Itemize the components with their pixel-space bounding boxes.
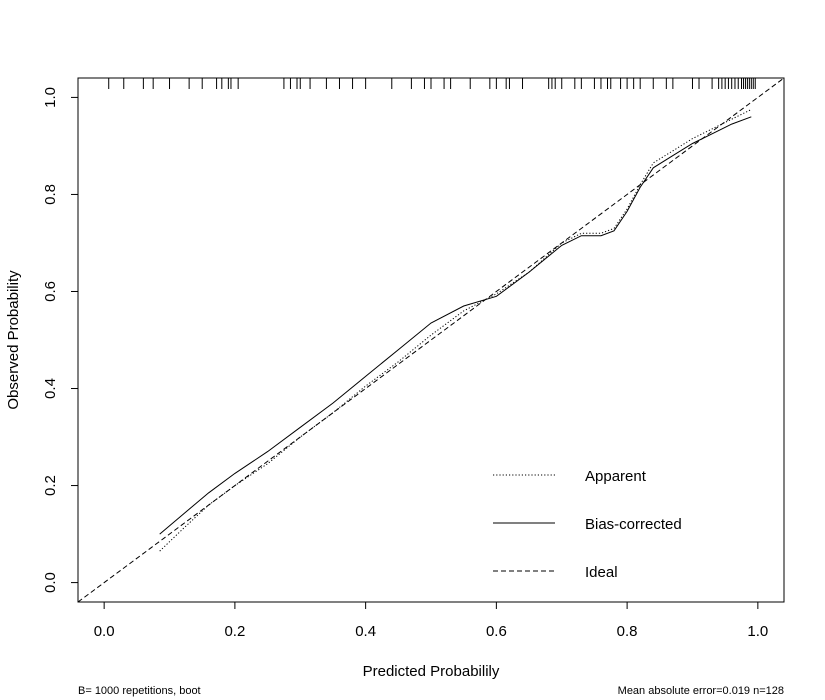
- y-tick-label: 0.4: [42, 378, 59, 399]
- rug-ticks: [108, 78, 756, 89]
- x-axis: 0.0 0.2 0.4 0.6 0.8 1.0: [94, 602, 768, 640]
- footer-right: Mean absolute error=0.019 n=128: [618, 685, 784, 697]
- x-tick-label: 0.8: [617, 623, 638, 640]
- footer-left: B= 1000 repetitions, boot: [78, 685, 201, 697]
- y-axis: 0.0 0.2 0.4 0.6 0.8 1.0: [42, 87, 78, 593]
- legend-label-apparent: Apparent: [585, 468, 647, 485]
- legend: Apparent Bias-corrected Ideal: [493, 468, 682, 581]
- y-tick-label: 0.8: [42, 184, 59, 205]
- y-tick-label: 0.2: [42, 475, 59, 496]
- y-axis-title: Observed Probability: [5, 270, 22, 410]
- series-group: [77, 77, 785, 603]
- y-tick-label: 0.6: [42, 281, 59, 302]
- series-line-bias-corrected: [159, 116, 752, 535]
- x-axis-title: Predicted Probabilily: [363, 663, 500, 680]
- x-tick-label: 0.2: [224, 623, 245, 640]
- x-tick-label: 0.4: [355, 623, 376, 640]
- y-tick-label: 1.0: [42, 87, 59, 108]
- y-tick-label: 0.0: [42, 572, 59, 593]
- x-tick-label: 0.0: [94, 623, 115, 640]
- x-tick-label: 0.6: [486, 623, 507, 640]
- series-line-ideal: [77, 77, 785, 603]
- legend-label-ideal: Ideal: [585, 564, 618, 581]
- series-line-apparent: [159, 109, 752, 552]
- legend-label-bias-corrected: Bias-corrected: [585, 516, 682, 533]
- x-tick-label: 1.0: [747, 623, 768, 640]
